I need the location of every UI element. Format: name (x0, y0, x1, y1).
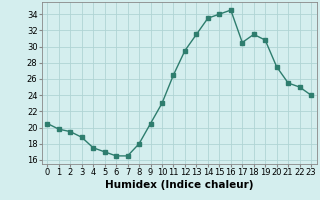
X-axis label: Humidex (Indice chaleur): Humidex (Indice chaleur) (105, 180, 253, 190)
